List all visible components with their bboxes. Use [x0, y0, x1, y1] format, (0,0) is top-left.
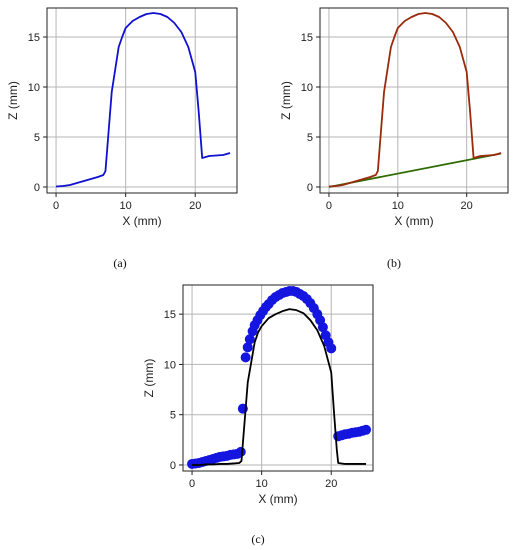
y-tick-label-b-2: 10	[301, 82, 313, 94]
y-tick-label-a-2: 10	[28, 82, 40, 94]
x-tick-label-b-1: 10	[392, 200, 404, 212]
y-tick-label-b-1: 5	[307, 132, 313, 144]
chart-panel-a: 0 10 20 0 5 10 15 X (mm) Z (mm)	[6, 7, 238, 228]
data-point-c-16	[240, 352, 251, 363]
y-tick-label-b-3: 15	[301, 32, 313, 44]
y-tick-label-b-0: 0	[307, 182, 313, 194]
panel-label-c: (c)	[251, 532, 264, 546]
x-tick-label-b-2: 20	[461, 200, 473, 212]
panel-label-b: (b)	[387, 256, 401, 270]
data-point-c-18	[244, 334, 255, 345]
plot-frame-c	[182, 284, 374, 472]
x-tick-label-a-0: 0	[53, 200, 59, 212]
data-point-c-17	[242, 342, 253, 353]
plot-frame-a	[46, 7, 238, 194]
chart-panel-c: 0 10 20 0 5 10 15 X (mm) Z (mm)	[142, 284, 374, 506]
y-axis-label-c: Z (mm)	[142, 359, 156, 398]
x-tick-label-c-1: 10	[256, 478, 268, 490]
data-point-c-41	[317, 322, 328, 333]
panel-label-a: (a)	[113, 256, 126, 270]
y-tick-label-c-3: 15	[164, 309, 176, 321]
y-axis-label-a: Z (mm)	[6, 81, 20, 120]
x-axis-label-a: X (mm)	[122, 214, 161, 228]
x-tick-label-a-1: 10	[120, 200, 132, 212]
y-tick-label-a-0: 0	[34, 182, 40, 194]
data-point-c-14	[235, 446, 246, 457]
x-tick-label-c-2: 20	[325, 478, 337, 490]
plot-frame-b	[319, 7, 509, 194]
y-tick-label-c-0: 0	[170, 460, 176, 472]
data-point-c-44	[326, 343, 337, 354]
x-axis-label-b: X (mm)	[394, 214, 433, 228]
data-point-c-53	[361, 424, 372, 435]
y-tick-label-c-1: 5	[170, 410, 176, 422]
chart-panel-b: 0 10 20 0 5 10 15 X (mm) Z (mm)	[279, 7, 509, 228]
series-line-a-0	[55, 12, 231, 188]
series-line-b-1	[328, 12, 502, 188]
y-tick-label-c-2: 10	[164, 359, 176, 371]
y-axis-label-b: Z (mm)	[279, 81, 293, 120]
y-tick-label-a-3: 15	[28, 32, 40, 44]
x-axis-label-c: X (mm)	[258, 492, 297, 506]
series-line-c-1	[192, 308, 367, 466]
x-tick-label-c-0: 0	[189, 478, 195, 490]
x-tick-label-a-2: 20	[189, 200, 201, 212]
x-tick-label-b-0: 0	[326, 200, 332, 212]
y-tick-label-a-1: 5	[34, 132, 40, 144]
